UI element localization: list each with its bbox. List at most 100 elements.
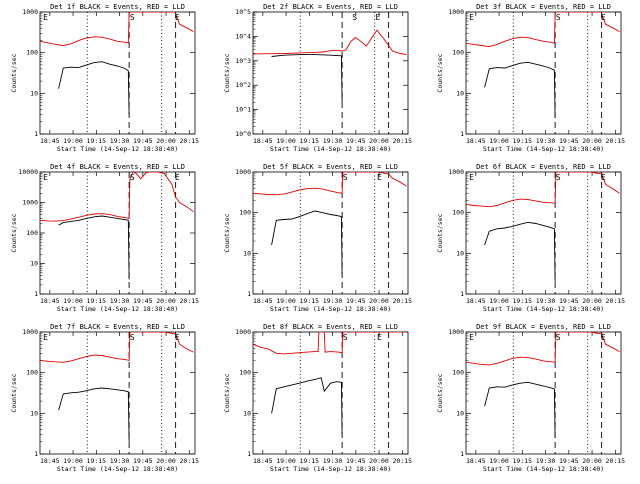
series-lld [466, 332, 620, 366]
event-marker: S [556, 13, 561, 22]
x-tick-label: 20:15 [393, 457, 413, 465]
x-tick-label: 19:00 [276, 137, 296, 145]
plot-frame [39, 171, 196, 295]
plot-frame [465, 171, 622, 295]
event-marker: E [601, 13, 606, 22]
event-marker: E [377, 333, 382, 342]
x-tick-label: 19:45 [559, 297, 579, 305]
x-tick-label: 19:15 [513, 297, 533, 305]
x-tick-label: 19:30 [323, 137, 343, 145]
panel-title: Det 2f BLACK = Events, RED = LLD [263, 3, 398, 11]
series-lld [40, 12, 194, 46]
x-tick-label: 20:15 [606, 137, 626, 145]
panel-title: Det 5f BLACK = Events, RED = LLD [263, 163, 398, 171]
x-axis-label: Start Time (14-Sep-12 18:38:40) [483, 145, 604, 153]
series-lld [40, 332, 194, 363]
event-marker: E [175, 173, 180, 182]
y-axis-label: Counts/sec [10, 373, 18, 412]
y-tick-label: 1000 [235, 168, 251, 176]
x-tick-label: 20:00 [369, 137, 389, 145]
y-tick-label: 1000 [22, 8, 38, 16]
event-marker: E [175, 13, 180, 22]
x-tick-label: 18:45 [40, 457, 60, 465]
y-axis-label: Counts/sec [436, 373, 444, 412]
event-marker: E [601, 333, 606, 342]
y-tick-label: 10^0 [235, 130, 251, 138]
y-tick-label: 100 [452, 209, 464, 217]
x-tick-label: 19:30 [110, 297, 130, 305]
x-tick-label: 19:15 [300, 457, 320, 465]
plot-frame [252, 331, 409, 455]
y-axis-label: Counts/sec [10, 213, 18, 252]
plot-frame [465, 331, 622, 455]
x-tick-label: 20:15 [606, 457, 626, 465]
y-tick-label: 10 [30, 260, 38, 268]
event-marker: E [43, 13, 48, 22]
x-tick-label: 20:00 [156, 457, 176, 465]
x-tick-label: 19:15 [87, 457, 107, 465]
series-lld [40, 172, 194, 222]
y-tick-label: 1 [460, 290, 464, 298]
event-marker: E [469, 333, 474, 342]
x-tick-label: 18:45 [253, 457, 273, 465]
event-marker: E [601, 173, 606, 182]
x-tick-label: 19:00 [63, 137, 83, 145]
plot-frame [39, 331, 196, 455]
y-tick-label: 10^1 [235, 106, 251, 114]
y-tick-label: 100 [26, 369, 38, 377]
event-marker: E [469, 13, 474, 22]
y-tick-label: 1 [34, 130, 38, 138]
x-tick-label: 20:15 [393, 137, 413, 145]
y-tick-label: 1000 [22, 199, 38, 207]
panel-title: Det 4f BLACK = Events, RED = LLD [50, 163, 185, 171]
x-tick-label: 18:45 [253, 297, 273, 305]
x-axis-label: Start Time (14-Sep-12 18:38:40) [57, 465, 178, 473]
panel-title: Det 3f BLACK = Events, RED = LLD [476, 3, 611, 11]
y-tick-label: 100 [26, 229, 38, 237]
x-tick-label: 19:30 [323, 297, 343, 305]
x-tick-label: 19:15 [87, 297, 107, 305]
event-marker: E [175, 333, 180, 342]
event-marker: S [352, 13, 357, 22]
x-tick-label: 19:30 [536, 137, 556, 145]
y-tick-label: 1000 [22, 328, 38, 336]
plot-frame [39, 11, 196, 135]
y-tick-label: 10^4 [235, 32, 251, 40]
series-lld [253, 332, 407, 355]
y-tick-label: 1 [247, 450, 251, 458]
y-axis-label: Counts/sec [223, 373, 231, 412]
x-tick-label: 18:45 [466, 137, 486, 145]
x-tick-label: 19:30 [536, 457, 556, 465]
x-tick-label: 20:00 [156, 297, 176, 305]
x-axis-label: Start Time (14-Sep-12 18:38:40) [270, 305, 391, 313]
x-axis-label: Start Time (14-Sep-12 18:38:40) [270, 145, 391, 153]
y-tick-label: 10 [243, 409, 251, 417]
x-tick-label: 20:00 [156, 137, 176, 145]
x-tick-label: 20:00 [369, 297, 389, 305]
series-events [271, 377, 343, 435]
x-tick-label: 18:45 [466, 297, 486, 305]
y-tick-label: 1 [34, 450, 38, 458]
event-marker: S [130, 333, 135, 342]
x-tick-label: 20:00 [582, 137, 602, 145]
x-tick-label: 18:45 [253, 137, 273, 145]
x-tick-label: 19:00 [63, 297, 83, 305]
y-axis-label: Counts/sec [436, 213, 444, 252]
x-axis-label: Start Time (14-Sep-12 18:38:40) [270, 465, 391, 473]
x-tick-label: 20:00 [369, 457, 389, 465]
x-tick-label: 20:15 [180, 457, 200, 465]
x-tick-label: 19:45 [559, 457, 579, 465]
x-tick-label: 20:15 [180, 297, 200, 305]
y-tick-label: 10 [456, 249, 464, 257]
panel-title: Det 6f BLACK = Events, RED = LLD [476, 163, 611, 171]
x-tick-label: 20:15 [180, 137, 200, 145]
series-events [484, 61, 556, 118]
x-tick-label: 18:45 [40, 297, 60, 305]
series-lld [253, 29, 407, 56]
x-axis-label: Start Time (14-Sep-12 18:38:40) [483, 465, 604, 473]
x-tick-label: 20:00 [582, 297, 602, 305]
x-tick-label: 19:45 [346, 297, 366, 305]
x-tick-label: 20:15 [393, 297, 413, 305]
